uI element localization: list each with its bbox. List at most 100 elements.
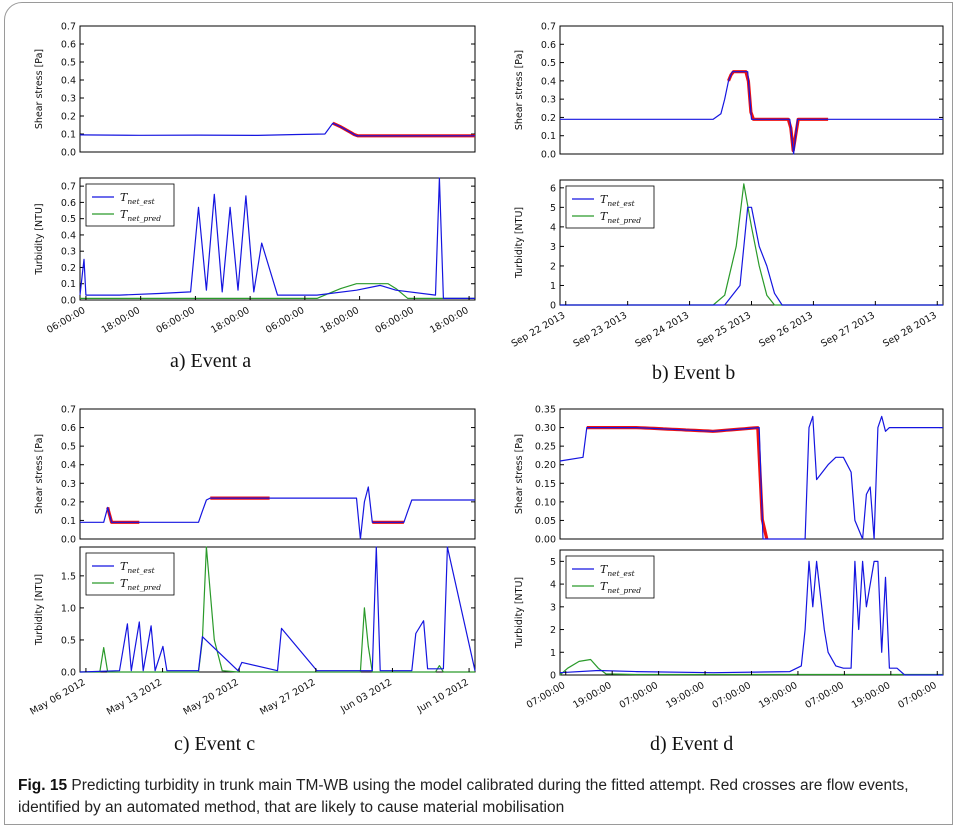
panel-c-event-markers	[106, 507, 141, 524]
panel-c-xtick-label: Jun 03 2012	[338, 677, 394, 716]
panel-a-legend-label: Tnet_est	[120, 191, 156, 206]
panel-a-label: a) Event a	[170, 350, 252, 372]
panel-d-shear-ytick-label: 0.20	[535, 460, 556, 471]
panel-d-est-line	[559, 560, 943, 676]
panel-d-shear-ytick-label: 0.30	[535, 423, 556, 434]
panel-d-xtick-label: 19:00:00	[850, 680, 892, 711]
panel-b-shear-ytick-label: 0.3	[541, 95, 556, 106]
panel-b-est-line	[560, 206, 943, 306]
panel-b-turb-ytick-label: 5	[550, 203, 556, 214]
panel-b-xtick-label: Sep 23 2013	[572, 310, 630, 350]
panel-b-shear-axes: 0.0 0.1 0.2 0.3 0.4 0.5 0.6 0.7 Shear stress [Pa…	[514, 22, 944, 161]
panel-b-xtick-label: Sep 26 2013	[757, 310, 815, 350]
panel-a-xtick-label: 06:00:00	[154, 305, 196, 336]
panel-a-turb-ytick-label: 0.5	[61, 214, 76, 225]
panel-a-shear-ytick-label: 0.6	[61, 40, 76, 51]
panel-d-turb-ytick-label: 0	[550, 671, 556, 682]
panel-d-shear-axes: 0.00 0.05 0.10 0.15 0.20 0.25 0.30 0.35 Shear st…	[514, 405, 944, 546]
panel-a-turb-ytick-label: 0.0	[61, 296, 76, 307]
panel-b-shear-line	[560, 71, 943, 155]
caption-text: Predicting turbidity in trunk main TM-WB…	[18, 777, 909, 816]
panel-b-shear-ylabel: Shear stress [Pa]	[514, 50, 525, 130]
panel-a-shear-ytick-label: 0.7	[61, 22, 76, 33]
panel-a-shear-ytick-label: 0.5	[61, 58, 76, 69]
panel-c-shear-frame	[79, 408, 476, 540]
panel-c-turb-ytick-label: 1.5	[61, 571, 76, 582]
panel-d-shear-ytick-label: 0.05	[535, 516, 556, 527]
panel-a-est-line	[79, 177, 475, 299]
panel-c-shear-ytick-label: 0.6	[61, 423, 76, 434]
panel-d-legend-label: Tnet_pred	[600, 580, 641, 595]
panel-d-turb-ylabel: Turbidity [NTU]	[514, 577, 525, 649]
panel-a-turb-ytick-label: 0.4	[61, 230, 76, 241]
panel-d-shear-ytick-label: 0.35	[535, 405, 556, 416]
panel-a-turb-ylabel: Turbidity [NTU]	[34, 203, 45, 275]
panel-b-xtick-label: Sep 25 2013	[695, 310, 753, 350]
panel-c-shear-axes: 0.0 0.1 0.2 0.3 0.4 0.5 0.6 0.7 Shear stress [Pa…	[34, 405, 476, 546]
panel-d-shear-ytick-label: 0.15	[535, 479, 556, 490]
panel-c-turb-ytick-label: 0.5	[61, 635, 76, 646]
panel-d-xtick-label: 07:00:00	[803, 680, 845, 711]
panel-c-shear-line	[80, 486, 475, 540]
panel-b-legend-label: Tnet_est	[600, 193, 636, 208]
panel-d-xtick-label: 07:00:00	[618, 680, 660, 711]
panel-d-shear-ytick-label: 0.25	[535, 442, 556, 453]
panel-b-turb-ytick-label: 0	[550, 301, 556, 312]
panel-a-turb-ytick-label: 0.6	[61, 198, 76, 209]
figure-caption: Fig. 15 Predicting turbidity in trunk ma…	[18, 775, 943, 819]
panel-d-shear-line	[559, 415, 943, 540]
panel-d-xtick-label: 07:00:00	[711, 680, 753, 711]
panel-d-legend-box	[565, 555, 655, 599]
panel-d-xtick-label: 07:00:00	[896, 680, 938, 711]
panel-c-shear-ytick-label: 0.7	[61, 405, 76, 416]
panel-c-turb-ytick-label: 0.0	[61, 668, 76, 679]
panel-a-shear-frame	[79, 25, 476, 153]
panel-a-shear-ylabel: Shear stress [Pa]	[34, 49, 45, 129]
panel-b-xtick-label: Sep 27 2013	[819, 310, 877, 350]
panel-b-legend-label: Tnet_pred	[600, 210, 641, 225]
panel-c-shear-ytick-label: 0.1	[61, 516, 76, 527]
panel-b-shear-ytick-label: 0.5	[541, 58, 556, 69]
panel-a-xtick-label: 06:00:00	[264, 305, 306, 336]
panel-d-xtick-label: 19:00:00	[664, 680, 706, 711]
panel-d-shear-ytick-label: 0.10	[535, 497, 556, 508]
panel-b-pred-line	[560, 183, 943, 306]
panel-a-shear-ytick-label: 0.0	[61, 148, 76, 159]
panel-c-legend-box	[85, 552, 175, 596]
panel-d-turb-ytick-label: 2	[550, 625, 556, 636]
panel-c-shear-ytick-label: 0.5	[61, 442, 76, 453]
panel-d-legend: Tnet_est Tnet_pred	[565, 555, 655, 599]
panel-a-legend-label: Tnet_pred	[120, 208, 161, 223]
panel-b-shear-ytick-label: 0.2	[541, 113, 556, 124]
panel-c-legend: Tnet_est Tnet_pred	[85, 552, 175, 596]
panel-a-turb-axes: 0.0 0.1 0.2 0.3 0.4 0.5 0.6 0.7 Turbidity [NTU]	[34, 177, 476, 307]
panel-c-shear-ytick-label: 0.4	[61, 460, 76, 471]
panel-a-shear-ytick-label: 0.2	[61, 112, 76, 123]
panel-a-shear-ytick-label: 0.4	[61, 76, 76, 87]
panel-d-shear-frame	[559, 408, 944, 540]
panel-a-xtick-label: 18:00:00	[319, 305, 361, 336]
panel-c-est-line	[79, 546, 476, 673]
panel-d-shear-ylabel: Shear stress [Pa]	[514, 434, 525, 514]
panel-a-xtick-label: 18:00:00	[209, 305, 251, 336]
panel-a-shear-axes: 0.0 0.1 0.2 0.3 0.4 0.5 0.6 0.7 Shear stress [Pa…	[34, 22, 476, 159]
panel-b-xtick-label: Sep 24 2013	[633, 310, 691, 350]
panel-a-turb-ytick-label: 0.2	[61, 263, 76, 274]
panel-a-legend-box	[85, 183, 175, 227]
panel-c-shear-ytick-label: 0.2	[61, 497, 76, 508]
panel-c-xtick-label: May 27 2012	[258, 677, 317, 718]
panel-b-event-markers	[727, 70, 829, 153]
panel-a-xtick-label: 18:00:00	[428, 305, 470, 336]
caption-label: Fig. 15	[18, 777, 68, 794]
panel-a-xtick-label: 06:00:00	[45, 305, 87, 336]
panel-c-shear-ytick-label: 0.3	[61, 479, 76, 490]
panel-b-turb-ytick-label: 1	[550, 281, 556, 292]
panel-b-shear-ytick-label: 0.4	[541, 76, 556, 87]
panel-d-turb-ytick-label: 3	[550, 602, 556, 613]
panel-d-event-markers	[586, 426, 769, 540]
panel-b-shear-ytick-label: 0.6	[541, 40, 556, 51]
panel-c-pred-line	[80, 546, 475, 673]
panel-b-turb-ylabel: Turbidity [NTU]	[514, 207, 525, 279]
panel-b-legend-box	[565, 185, 655, 229]
